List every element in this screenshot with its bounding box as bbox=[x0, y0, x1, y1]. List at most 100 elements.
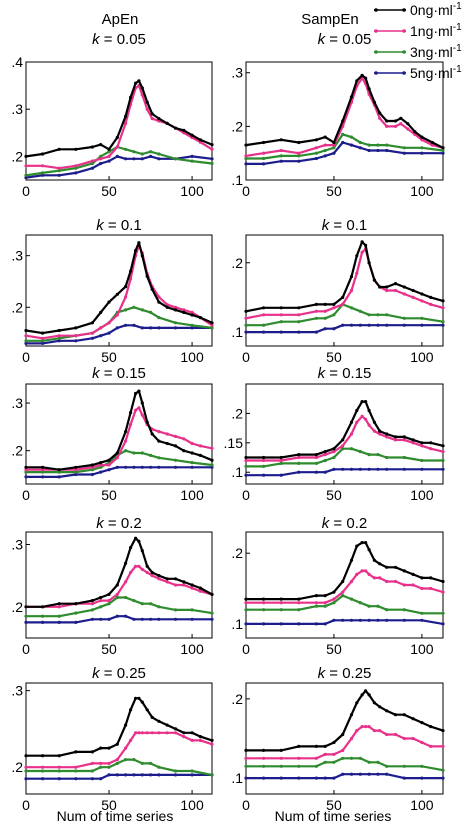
panel-3-1: k = 0.2 0 50 100 .1 .2 bbox=[231, 515, 445, 657]
data-point bbox=[279, 306, 283, 310]
data-point bbox=[385, 285, 389, 289]
data-point bbox=[385, 565, 389, 569]
data-point bbox=[41, 468, 45, 472]
data-point bbox=[124, 430, 128, 434]
data-point bbox=[107, 458, 111, 462]
data-point bbox=[402, 713, 406, 717]
data-point bbox=[99, 765, 103, 769]
data-point bbox=[157, 765, 161, 769]
data-point bbox=[262, 313, 266, 317]
data-point bbox=[364, 541, 368, 545]
data-point bbox=[367, 408, 371, 413]
data-point bbox=[341, 119, 345, 123]
x-tick-label: 50 bbox=[326, 797, 342, 813]
data-point bbox=[90, 161, 94, 166]
data-point bbox=[332, 302, 336, 306]
data-point bbox=[190, 583, 194, 587]
panel-title: k = 0.1 bbox=[96, 217, 141, 234]
data-point bbox=[385, 119, 389, 123]
data-point bbox=[115, 145, 119, 149]
data-point bbox=[378, 705, 382, 709]
panel-title: k = 0.15 bbox=[92, 365, 146, 382]
data-point bbox=[115, 761, 119, 766]
data-point bbox=[355, 420, 359, 424]
series-line-0 bbox=[245, 240, 444, 313]
data-point bbox=[124, 561, 128, 565]
data-point bbox=[24, 765, 28, 769]
data-point bbox=[244, 764, 248, 768]
data-point bbox=[132, 305, 136, 309]
y-tick-label: .1 bbox=[231, 324, 243, 340]
data-point bbox=[364, 417, 368, 421]
data-point bbox=[74, 750, 78, 754]
data-point bbox=[74, 765, 78, 769]
data-point bbox=[90, 777, 94, 781]
series-line-3 bbox=[25, 155, 213, 179]
data-point bbox=[149, 150, 153, 154]
data-point bbox=[157, 439, 161, 443]
data-point bbox=[107, 147, 111, 151]
legend-label-exponent: -1 bbox=[453, 22, 462, 33]
data-point bbox=[279, 455, 283, 460]
data-point bbox=[74, 465, 78, 469]
data-point bbox=[420, 323, 424, 327]
data-point bbox=[429, 447, 433, 451]
k-symbol: k bbox=[92, 31, 101, 48]
data-point bbox=[420, 740, 424, 745]
data-point bbox=[402, 583, 406, 587]
data-point bbox=[420, 586, 424, 591]
data-point bbox=[134, 81, 138, 85]
data-point bbox=[57, 614, 61, 618]
data-point bbox=[323, 744, 327, 749]
data-point bbox=[107, 331, 111, 335]
data-point bbox=[341, 772, 345, 776]
data-point bbox=[140, 308, 144, 312]
data-point bbox=[420, 299, 424, 303]
data-point bbox=[24, 614, 28, 618]
data-point bbox=[262, 608, 266, 612]
data-point bbox=[385, 124, 389, 128]
legend-marker bbox=[374, 71, 378, 75]
data-point bbox=[90, 159, 94, 163]
data-point bbox=[358, 146, 362, 150]
k-value: = 0.05 bbox=[100, 31, 146, 48]
data-point bbox=[173, 773, 178, 777]
data-point bbox=[132, 773, 136, 777]
data-point bbox=[279, 601, 283, 605]
data-point bbox=[429, 295, 433, 299]
data-point bbox=[145, 100, 149, 104]
data-point bbox=[198, 735, 202, 739]
data-point bbox=[132, 323, 136, 327]
data-point bbox=[115, 313, 119, 317]
data-point bbox=[129, 738, 133, 743]
data-point bbox=[124, 449, 128, 453]
data-point bbox=[393, 282, 398, 286]
y-tick-label: .2 bbox=[231, 118, 243, 134]
k-value: = 0.05 bbox=[325, 31, 371, 48]
data-point bbox=[157, 152, 161, 156]
series-line-1 bbox=[26, 406, 213, 471]
legend-label-text: 3ng·ml bbox=[410, 44, 453, 60]
data-point bbox=[137, 564, 141, 568]
k-symbol: k bbox=[96, 515, 105, 532]
data-point bbox=[355, 408, 359, 413]
data-point bbox=[165, 303, 169, 307]
series-line-1 bbox=[245, 247, 444, 320]
data-point bbox=[364, 400, 368, 404]
data-point bbox=[262, 151, 266, 155]
data-point bbox=[279, 776, 283, 780]
data-point bbox=[57, 754, 61, 758]
data-point bbox=[341, 140, 345, 145]
data-point bbox=[140, 567, 144, 572]
data-point bbox=[332, 146, 336, 150]
data-point bbox=[297, 140, 301, 145]
data-point bbox=[210, 323, 214, 327]
data-point bbox=[441, 146, 445, 150]
x-tick-label: 100 bbox=[180, 183, 204, 199]
data-point bbox=[165, 723, 169, 727]
data-point bbox=[190, 313, 194, 317]
data-point bbox=[323, 601, 327, 605]
data-point bbox=[134, 391, 138, 396]
data-point bbox=[297, 313, 301, 317]
data-point bbox=[124, 773, 128, 777]
